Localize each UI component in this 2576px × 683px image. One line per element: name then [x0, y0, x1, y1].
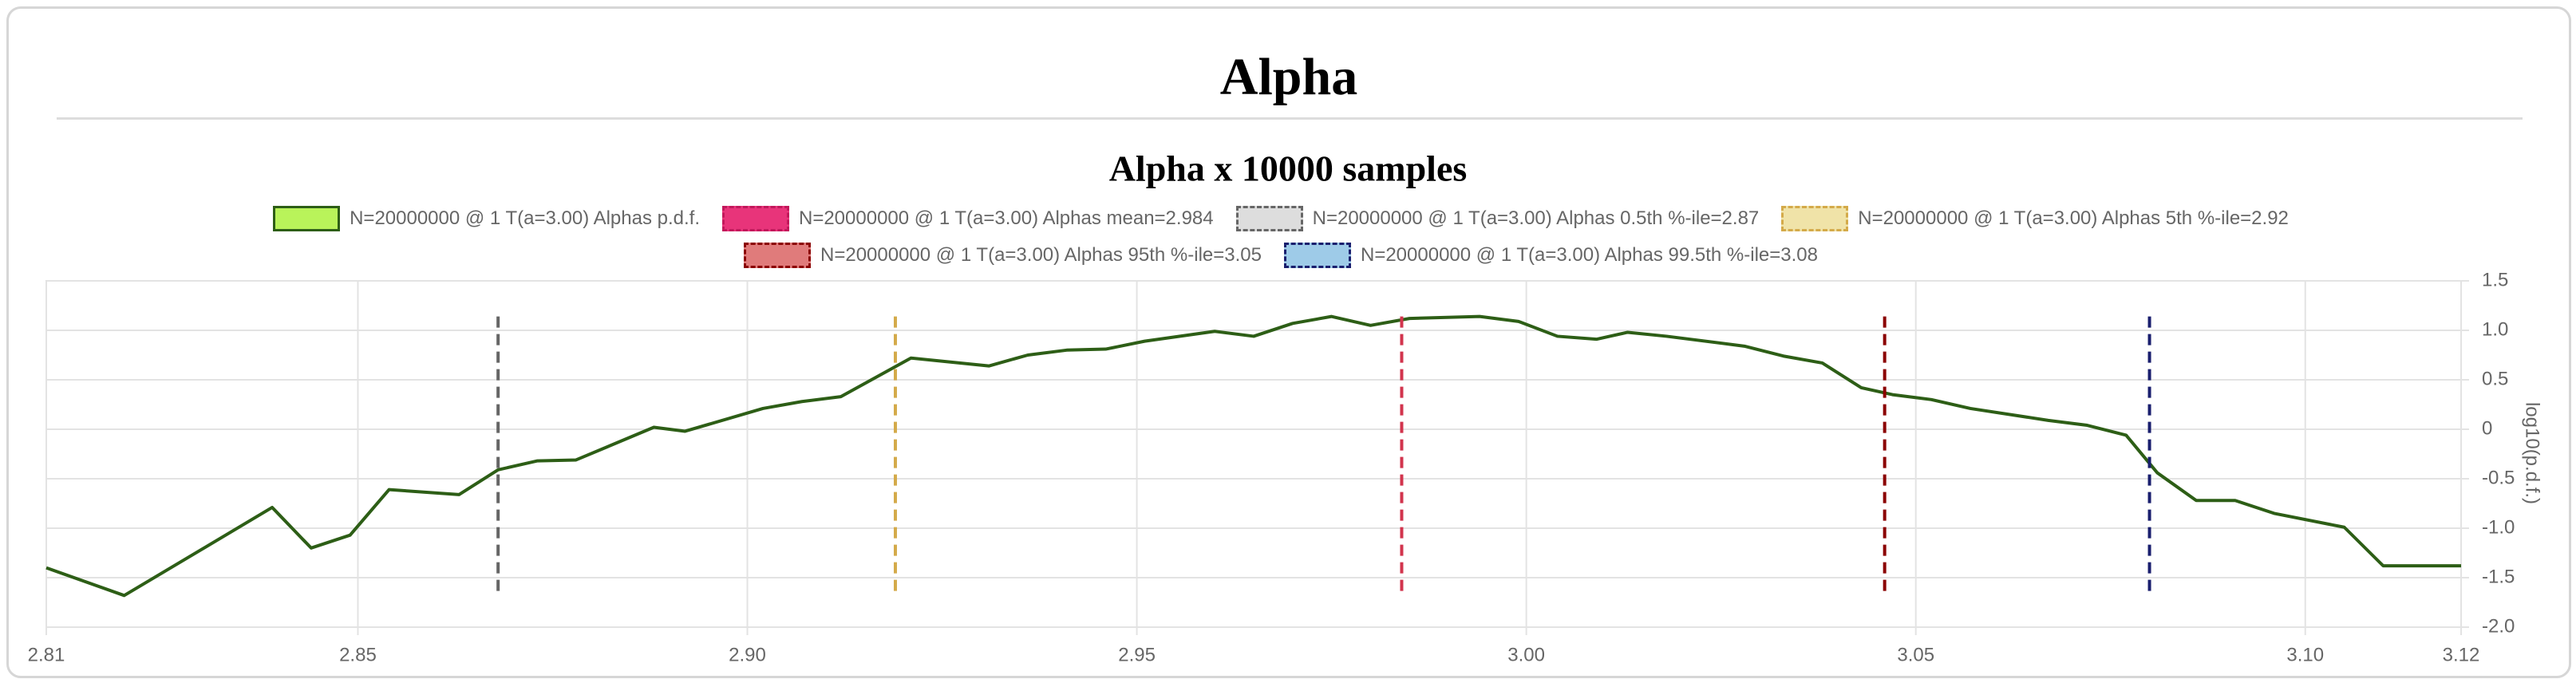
chart-title: Alpha x 10000 samples [1109, 148, 1468, 189]
y-tick-label: -0.5 [2482, 467, 2515, 488]
legend-swatch [744, 243, 811, 268]
y-tick-label: -1.0 [2482, 516, 2515, 538]
legend: N=20000000 @ 1 T(a=3.00) Alphas p.d.f. N=… [24, 206, 2538, 268]
x-tick-label: 3.00 [1507, 644, 1545, 665]
legend-item[interactable]: N=20000000 @ 1 T(a=3.00) Alphas 95th %-i… [744, 243, 1262, 268]
legend-item[interactable]: N=20000000 @ 1 T(a=3.00) Alphas 99.5th %… [1283, 243, 1818, 268]
x-tick-label: 3.10 [2286, 644, 2324, 665]
card: Alpha [6, 6, 2571, 678]
legend-swatch [1283, 243, 1351, 268]
legend-item[interactable]: N=20000000 @ 1 T(a=3.00) Alphas p.d.f. [273, 206, 700, 231]
x-tick-label: 3.12 [2443, 644, 2480, 665]
x-tick-label: 2.81 [28, 644, 65, 665]
legend-item[interactable]: N=20000000 @ 1 T(a=3.00) Alphas mean=2.9… [721, 206, 1214, 231]
legend-swatch [1781, 206, 1849, 231]
legend-label: N=20000000 @ 1 T(a=3.00) Alphas 5th %-il… [1858, 207, 2289, 229]
legend-label: N=20000000 @ 1 T(a=3.00) Alphas 95th %-i… [820, 244, 1262, 266]
legend-label: N=20000000 @ 1 T(a=3.00) Alphas mean=2.9… [798, 207, 1214, 229]
legend-label: N=20000000 @ 1 T(a=3.00) Alphas 99.5th %… [1360, 244, 1818, 266]
y-tick-label: -1.5 [2482, 566, 2515, 587]
x-tick-label: 2.95 [1118, 644, 1156, 665]
legend-label: N=20000000 @ 1 T(a=3.00) Alphas 0.5th %-… [1312, 207, 1760, 229]
plot-frame [45, 280, 2462, 628]
legend-swatch [721, 206, 789, 231]
divider [57, 117, 2523, 120]
y-axis-title: log10(p.d.f.) [2522, 402, 2543, 504]
legend-item[interactable]: N=20000000 @ 1 T(a=3.00) Alphas 0.5th %-… [1235, 206, 1760, 231]
x-tick-label: 2.85 [339, 644, 377, 665]
y-tick-label: 1.0 [2482, 318, 2508, 340]
y-tick-label: 0.5 [2482, 368, 2508, 389]
y-tick-label: 1.5 [2482, 269, 2508, 290]
series-line [45, 314, 2461, 598]
legend-item[interactable]: N=20000000 @ 1 T(a=3.00) Alphas 5th %-il… [1781, 206, 2289, 231]
legend-swatch [273, 206, 341, 231]
legend-swatch [1235, 206, 1303, 231]
page-title: Alpha [1219, 48, 1358, 106]
x-tick-label: 3.05 [1897, 644, 1934, 665]
y-tick-label: 0 [2482, 417, 2492, 439]
legend-label: N=20000000 @ 1 T(a=3.00) Alphas p.d.f. [350, 207, 700, 229]
y-tick-label: -2.0 [2482, 615, 2515, 637]
x-tick-label: 2.90 [729, 644, 766, 665]
